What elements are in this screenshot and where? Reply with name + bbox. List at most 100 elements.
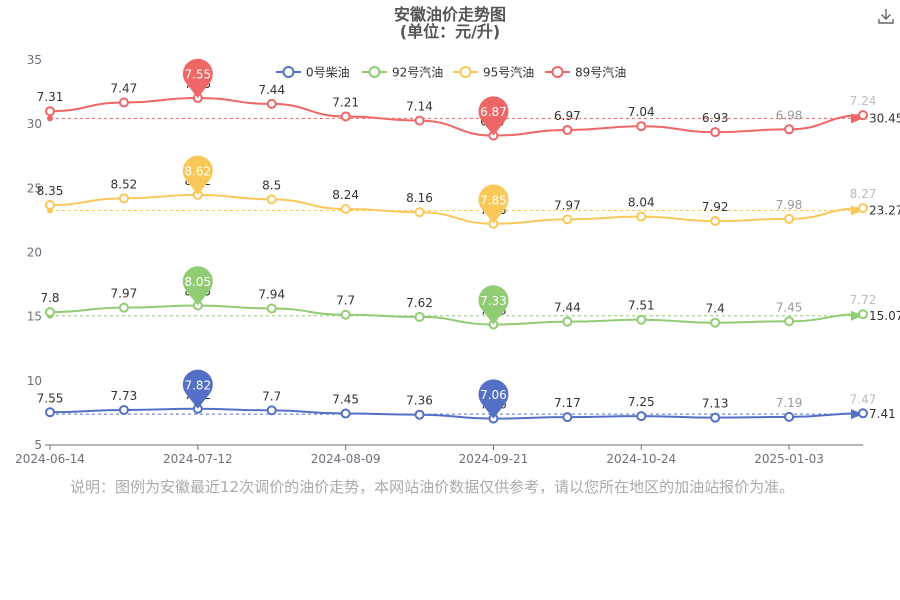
marker-pin [478, 285, 509, 325]
marker-pin-label: 8.62 [184, 164, 211, 178]
data-label: 7.21 [332, 95, 359, 109]
y-tick-label: 10 [27, 374, 42, 388]
data-point [118, 302, 129, 313]
data-label: 8.5 [262, 178, 281, 192]
data-label: 7.47 [850, 392, 877, 406]
data-label: 7.92 [702, 200, 729, 214]
data-label: 7.25 [628, 395, 655, 409]
data-label: 7.51 [628, 299, 655, 313]
series-line [49, 304, 864, 326]
data-label: 8.35 [37, 184, 64, 198]
marker-pin [182, 155, 213, 195]
data-label: 8.24 [332, 188, 359, 202]
x-tick-label: 2025-01-03 [754, 452, 824, 466]
legend-label: 95号汽油 [483, 65, 534, 80]
data-label: 8.27 [850, 187, 877, 201]
data-label: 7.31 [37, 90, 64, 104]
data-label: 7.17 [554, 396, 581, 410]
marker-pin-label: 7.06 [480, 388, 507, 402]
data-label: 7.14 [406, 100, 433, 114]
data-label: 7.7 [262, 389, 281, 403]
legend-marker [368, 66, 381, 78]
data-point [858, 110, 868, 121]
data-point [414, 311, 425, 322]
marker-pin [478, 184, 509, 224]
data-point [45, 200, 55, 211]
data-point [710, 412, 721, 423]
x-tick-label: 2024-09-21 [459, 452, 529, 466]
data-label: 8.04 [628, 196, 655, 210]
data-label: 7.97 [111, 287, 138, 301]
chart-subtitle: (单位：元/升) [399, 22, 501, 41]
data-label: 7.98 [776, 198, 803, 212]
data-point [858, 408, 868, 419]
data-label: 7.62 [406, 296, 433, 310]
data-point [45, 307, 55, 318]
marker-pin [478, 96, 509, 136]
data-label: 6.97 [554, 109, 581, 123]
data-label: 7.97 [554, 198, 581, 212]
y-tick-label: 25 [27, 181, 42, 195]
data-point [636, 411, 647, 422]
legend-marker [551, 66, 564, 78]
legend-marker [282, 66, 295, 78]
data-label: 7.55 [37, 391, 64, 405]
marker-pin-label: 7.33 [480, 294, 507, 308]
data-point [118, 404, 129, 415]
data-label: 7.45 [776, 300, 803, 314]
y-tick-label: 15 [27, 310, 42, 324]
data-label: 6.98 [776, 108, 803, 122]
marker-pin-label: 7.55 [184, 67, 211, 81]
data-point [784, 124, 795, 135]
average-line-start [47, 115, 53, 122]
marker-pin-label: 8.05 [184, 275, 211, 289]
data-point [266, 405, 277, 416]
marker-pin-label: 7.85 [480, 193, 507, 207]
data-point [562, 316, 573, 327]
data-point [414, 409, 425, 420]
data-point [45, 106, 55, 117]
y-tick-label: 5 [34, 438, 42, 452]
data-point [784, 213, 795, 224]
average-label: 30.45 [869, 111, 900, 125]
average-line-arrow [851, 310, 863, 321]
data-point [710, 127, 721, 138]
average-label: 23.27 [869, 204, 900, 218]
average-label: 15.07 [869, 309, 900, 323]
data-point [858, 203, 868, 214]
data-point [562, 124, 573, 135]
marker-pin [182, 58, 213, 98]
data-label: 7.24 [850, 94, 877, 108]
data-point [562, 412, 573, 423]
data-label: 7.44 [554, 301, 581, 315]
data-label: 7.7 [336, 294, 355, 308]
marker-pin-label: 7.82 [184, 378, 211, 392]
y-tick-label: 35 [27, 53, 42, 67]
x-tick-label: 2024-06-14 [15, 452, 85, 466]
data-label: 7.73 [111, 389, 138, 403]
data-label: 7.94 [258, 287, 285, 301]
data-label: 7.8 [40, 291, 59, 305]
legend-label: 92号汽油 [392, 65, 443, 80]
data-label: 7.36 [406, 394, 433, 408]
data-label: 7.19 [776, 396, 803, 410]
series-line [49, 193, 864, 225]
download-icon[interactable] [876, 6, 896, 26]
data-point [414, 207, 425, 218]
marker-pin [182, 266, 213, 306]
data-point [266, 194, 277, 205]
data-point [340, 203, 351, 214]
legend-label: 0号柴油 [306, 66, 350, 80]
data-label: 7.47 [111, 81, 138, 95]
data-label: 8.52 [111, 177, 138, 191]
chart-note: 说明：图例为安徽最近12次调价的油价走势，本网站油价数据仅供参考，请以您所在地区… [70, 478, 795, 496]
y-tick-label: 20 [27, 246, 42, 260]
data-point [45, 407, 55, 418]
x-tick-label: 2024-07-12 [163, 452, 233, 466]
data-label: 7.45 [332, 393, 359, 407]
data-point [710, 216, 721, 227]
data-label: 6.93 [702, 111, 729, 125]
data-label: 8.16 [406, 191, 433, 205]
data-label: 7.4 [706, 302, 725, 316]
